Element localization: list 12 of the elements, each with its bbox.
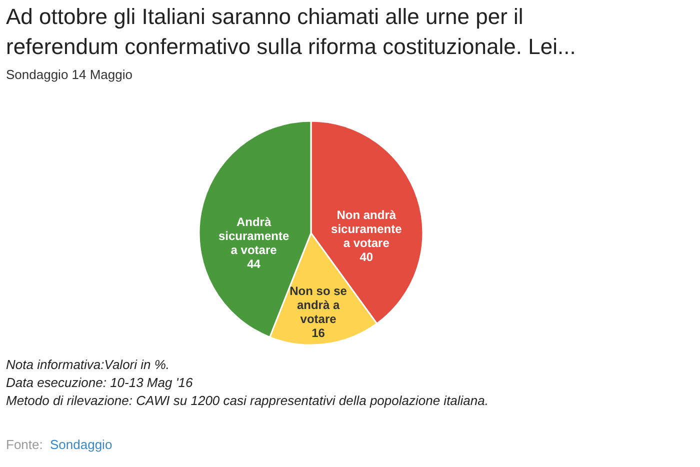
text: Sondaggio 14 Maggio bbox=[6, 67, 132, 82]
text: Metodo di rilevazione: CAWI su 1200 casi rappresentativi della popolazione italiana. bbox=[6, 393, 488, 408]
slice-label: Andrà sicuramente a votare bbox=[218, 215, 290, 258]
slice-label: Non andrà sicuramente a votare bbox=[331, 208, 402, 250]
text: Data esecuzione: 10-13 Mag '16 bbox=[6, 375, 194, 390]
data-label: 44 bbox=[247, 257, 261, 272]
text: Nota informativa:Valori in %. bbox=[6, 357, 170, 372]
chart-title: Ad ottobre gli Italiani saranno chiamati alle urne per il referendum confermativo sulla riforma costituzionale. Lei... bbox=[6, 4, 576, 59]
slice-label: Non so se andrà a votare bbox=[290, 284, 348, 326]
data-label: 40 bbox=[360, 250, 374, 264]
data-label: 16 bbox=[312, 326, 326, 340]
source-note: Fonte: Sondaggio bbox=[6, 437, 112, 452]
